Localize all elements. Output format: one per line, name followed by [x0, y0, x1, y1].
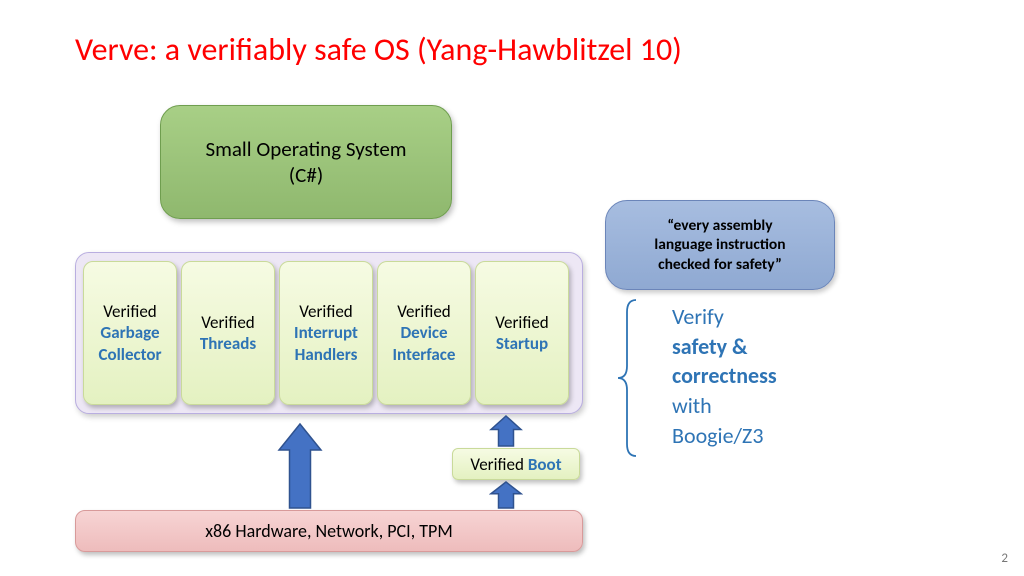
module-line1: Verified	[299, 301, 352, 322]
module-3: VerifiedDeviceInterface	[377, 261, 471, 405]
safety-callout: “every assembly language instruction che…	[605, 200, 835, 290]
verify-t1: Verify	[672, 302, 777, 332]
module-2: VerifiedInterruptHandlers	[279, 261, 373, 405]
verify-text-block: Verify safety & correctness with Boogie/…	[672, 302, 777, 450]
module-line2b: Interface	[393, 344, 456, 365]
module-line2a: Interrupt	[294, 322, 358, 343]
verify-t5: Boogie/Z3	[672, 421, 777, 451]
module-line2b: Handlers	[295, 344, 358, 365]
arrow-hardware-to-components-icon	[277, 422, 323, 510]
os-box: Small Operating System (C#)	[160, 105, 452, 219]
module-0: VerifiedGarbageCollector	[83, 261, 177, 405]
module-1: VerifiedThreads	[181, 261, 275, 405]
module-4: VerifiedStartup	[475, 261, 569, 405]
module-line2a: Device	[400, 322, 447, 343]
os-line2: (C#)	[289, 162, 323, 188]
module-line1: Verified	[397, 301, 450, 322]
arrow-hardware-to-boot-icon	[489, 480, 523, 510]
verify-t3: correctness	[672, 361, 777, 391]
callout-line1: “every assembly	[654, 216, 785, 235]
module-line2b: Collector	[98, 344, 161, 365]
slide-title: Verve: a verifiably safe OS (Yang-Hawbli…	[75, 30, 682, 69]
callout-line2: language instruction	[654, 235, 785, 254]
module-line1: Verified	[103, 301, 156, 322]
module-line2a: Threads	[200, 333, 256, 354]
boot-label2: Boot	[528, 454, 562, 475]
verify-t4: with	[672, 391, 777, 421]
page-number: 2	[1001, 551, 1008, 566]
verified-boot-box: Verified Boot	[452, 448, 580, 480]
boot-label1: Verified	[470, 454, 523, 475]
callout-line3: checked for safety”	[654, 255, 785, 274]
hardware-box: x86 Hardware, Network, PCI, TPM	[75, 510, 583, 552]
brace-icon	[614, 298, 640, 458]
verify-t2: safety &	[672, 332, 777, 362]
module-line1: Verified	[201, 312, 254, 333]
os-line1: Small Operating System	[205, 136, 406, 162]
module-line2a: Garbage	[100, 322, 159, 343]
hardware-label: x86 Hardware, Network, PCI, TPM	[205, 520, 452, 542]
module-line2a: Startup	[496, 333, 548, 354]
title-text: Verve: a verifiably safe OS (Yang-Hawbli…	[75, 30, 682, 69]
module-line1: Verified	[495, 312, 548, 333]
arrow-boot-to-components-icon	[489, 414, 523, 448]
